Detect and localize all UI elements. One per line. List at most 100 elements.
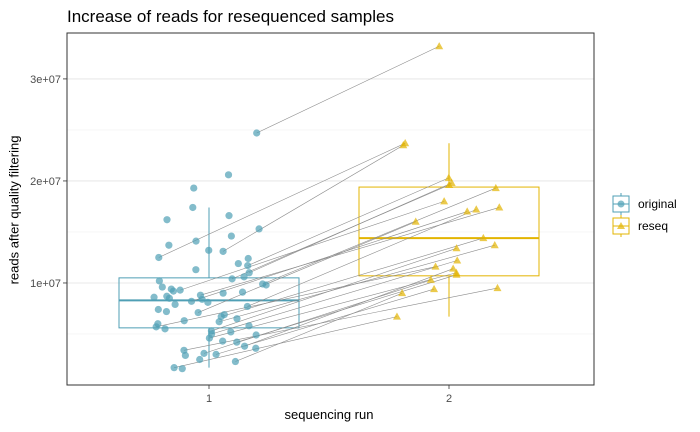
point-original bbox=[192, 237, 200, 245]
pair-connector bbox=[249, 182, 452, 274]
point-reseq bbox=[463, 207, 472, 215]
point-original bbox=[240, 342, 249, 350]
point-reseq bbox=[411, 217, 420, 225]
pair-connector bbox=[236, 274, 457, 343]
point-original bbox=[228, 275, 236, 283]
point-reseq bbox=[392, 312, 401, 320]
point-original bbox=[150, 293, 158, 301]
point-original bbox=[225, 212, 233, 220]
point-reseq bbox=[491, 183, 500, 192]
point-original bbox=[167, 285, 175, 293]
pair-connector bbox=[180, 201, 445, 291]
point-original bbox=[219, 247, 227, 255]
point-original bbox=[163, 292, 171, 300]
point-reseq bbox=[449, 264, 458, 272]
point-original bbox=[178, 365, 186, 373]
point-original bbox=[233, 315, 241, 323]
point-reseq bbox=[440, 197, 449, 205]
point-reseq bbox=[444, 173, 453, 181]
point-reseq bbox=[431, 262, 440, 270]
point-reseq bbox=[490, 241, 499, 249]
point-original bbox=[252, 344, 260, 352]
point-reseq bbox=[493, 283, 502, 292]
point-original bbox=[224, 171, 233, 179]
pair-connector bbox=[247, 177, 449, 266]
point-original bbox=[245, 269, 253, 277]
point-original bbox=[253, 129, 261, 137]
x-tick-label: 1 bbox=[206, 393, 212, 405]
legend-key-reseq bbox=[612, 215, 630, 237]
pair-connector bbox=[156, 266, 436, 328]
point-original bbox=[192, 266, 200, 274]
point-original bbox=[212, 350, 220, 358]
legend-item-reseq: reseq bbox=[610, 215, 677, 237]
chart-title: Increase of reads for resequenced sample… bbox=[67, 7, 394, 26]
pair-connector bbox=[211, 260, 458, 335]
point-reseq bbox=[430, 284, 439, 293]
point-original bbox=[163, 216, 171, 224]
point-original bbox=[252, 331, 260, 339]
point-original bbox=[165, 241, 173, 249]
x-axis-label: sequencing run bbox=[284, 407, 374, 422]
point-original bbox=[227, 232, 235, 240]
point-original bbox=[194, 308, 202, 317]
pair-connector bbox=[221, 237, 484, 317]
pair-connector bbox=[183, 287, 498, 351]
pair-connector bbox=[235, 292, 403, 362]
point-original bbox=[227, 328, 235, 336]
point-original bbox=[245, 322, 253, 330]
point-original bbox=[238, 288, 247, 296]
point-original bbox=[234, 259, 242, 268]
point-original bbox=[152, 323, 160, 331]
pair-connector bbox=[200, 207, 500, 296]
point-reseq bbox=[447, 178, 456, 186]
y-tick-label: 1e+07 bbox=[30, 278, 61, 290]
y-tick-label: 2e+07 bbox=[30, 176, 61, 188]
point-original bbox=[155, 277, 163, 285]
point-original bbox=[180, 346, 188, 354]
pair-connector bbox=[256, 45, 440, 134]
point-original bbox=[204, 298, 212, 306]
point-reseq bbox=[495, 203, 504, 211]
point-reseq bbox=[398, 288, 407, 297]
point-original bbox=[187, 297, 196, 305]
point-original bbox=[180, 317, 188, 325]
legend-label-reseq: reseq bbox=[638, 219, 669, 233]
point-original bbox=[158, 283, 166, 291]
point-reseq bbox=[472, 205, 481, 213]
point-reseq bbox=[426, 275, 435, 283]
point-original bbox=[154, 305, 162, 314]
pair-connector bbox=[244, 268, 454, 347]
point-original bbox=[243, 302, 251, 311]
point-original bbox=[231, 357, 240, 366]
point-original bbox=[170, 364, 178, 372]
point-original bbox=[162, 307, 171, 316]
point-original bbox=[219, 337, 227, 345]
point-original bbox=[196, 291, 205, 299]
point-original bbox=[190, 184, 198, 192]
point-original bbox=[176, 286, 184, 294]
point-reseq bbox=[479, 233, 488, 242]
point-original bbox=[244, 262, 252, 270]
x-tick-label: 2 bbox=[446, 393, 452, 405]
point-reseq bbox=[452, 268, 461, 276]
point-original bbox=[217, 313, 225, 321]
pair-connector bbox=[262, 187, 496, 285]
point-original bbox=[233, 338, 241, 346]
point-original bbox=[200, 349, 208, 357]
legend-label-original: original bbox=[638, 197, 677, 211]
legend-item-original: original bbox=[610, 193, 677, 215]
point-original bbox=[207, 327, 215, 335]
point-original bbox=[259, 280, 267, 288]
point-original bbox=[171, 300, 179, 308]
pair-connector bbox=[219, 244, 495, 323]
box-original bbox=[118, 277, 300, 329]
point-original bbox=[161, 325, 169, 333]
point-original bbox=[219, 289, 227, 297]
point-reseq bbox=[399, 141, 408, 149]
legend: original reseq bbox=[610, 193, 677, 237]
point-original bbox=[255, 225, 263, 233]
point-original bbox=[155, 253, 163, 262]
box-reseq bbox=[358, 186, 540, 277]
point-original bbox=[205, 246, 213, 254]
